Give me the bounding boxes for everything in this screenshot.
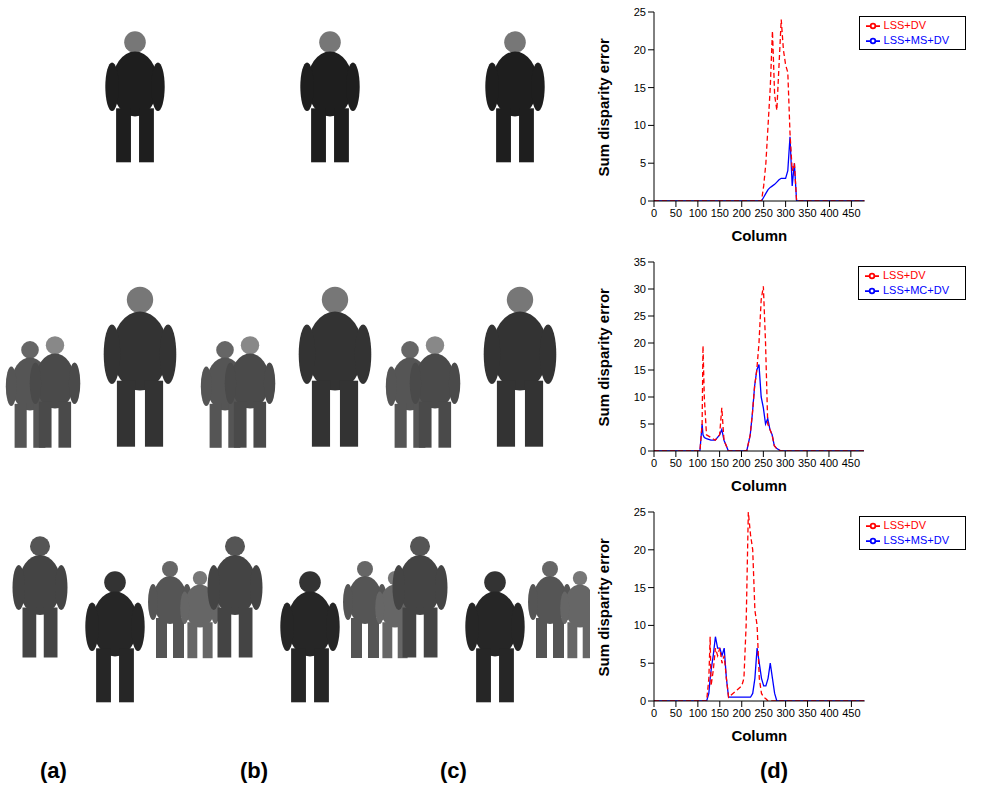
svg-text:400: 400 [820, 207, 838, 219]
svg-text:50: 50 [670, 457, 682, 469]
html-text:(a): (a) [40, 758, 67, 783]
svg-text:150: 150 [710, 457, 728, 469]
svg-text:15: 15 [634, 82, 646, 94]
svg-text:250: 250 [754, 457, 772, 469]
svg-text:300: 300 [776, 207, 794, 219]
svg-text:350: 350 [798, 457, 816, 469]
svg-text:0: 0 [640, 695, 646, 707]
html-text:LSS+DV: LSS+DV [883, 19, 927, 31]
html-text:(d): (d) [760, 758, 789, 783]
svg-text:10: 10 [634, 619, 646, 631]
svg-text:100: 100 [689, 457, 707, 469]
svg-text:300: 300 [776, 707, 794, 719]
svg-text:0: 0 [651, 207, 657, 219]
svg-text:350: 350 [798, 207, 816, 219]
svg-text:450: 450 [842, 207, 860, 219]
svg-text:0: 0 [651, 457, 657, 469]
svg-text:15: 15 [634, 582, 646, 594]
svg-text:Column: Column [731, 727, 787, 744]
svg-text:450: 450 [842, 457, 860, 469]
svg-text:Column: Column [731, 227, 787, 244]
svg-text:0: 0 [640, 195, 646, 207]
svg-text:15: 15 [634, 364, 646, 376]
svg-text:25: 25 [634, 6, 646, 18]
svg-text:0: 0 [651, 707, 657, 719]
svg-text:450: 450 [842, 707, 860, 719]
svg-text:Sum disparity error: Sum disparity error [595, 38, 612, 177]
html-text:LSS+MS+DV: LSS+MS+DV [883, 34, 949, 47]
svg-text:35: 35 [634, 256, 646, 268]
svg-text:10: 10 [634, 119, 646, 131]
svg-text:400: 400 [820, 457, 838, 469]
svg-text:Column: Column [731, 477, 787, 494]
svg-text:300: 300 [776, 457, 794, 469]
svg-text:20: 20 [634, 544, 646, 556]
svg-text:25: 25 [634, 506, 646, 518]
svg-text:25: 25 [634, 310, 646, 322]
svg-text:10: 10 [634, 391, 646, 403]
svg-text:5: 5 [640, 418, 646, 430]
html-text:LSS+MC+DV: LSS+MC+DV [883, 284, 949, 297]
svg-text:150: 150 [711, 707, 729, 719]
html-text:LSS+MS+DV: LSS+MS+DV [883, 534, 949, 547]
svg-text:250: 250 [754, 207, 772, 219]
html-text:LSS+DV: LSS+DV [883, 269, 926, 281]
svg-text:50: 50 [670, 707, 682, 719]
svg-text:350: 350 [798, 707, 816, 719]
svg-text:250: 250 [754, 707, 772, 719]
svg-text:5: 5 [640, 657, 646, 669]
html-text:LSS+DV: LSS+DV [883, 519, 927, 531]
svg-text:200: 200 [732, 457, 750, 469]
svg-text:400: 400 [820, 707, 838, 719]
html-text:(c): (c) [440, 758, 467, 783]
svg-text:20: 20 [634, 44, 646, 56]
svg-text:100: 100 [689, 207, 707, 219]
html-text:(b): (b) [240, 758, 269, 783]
svg-text:200: 200 [733, 707, 751, 719]
svg-text:200: 200 [733, 207, 751, 219]
svg-text:50: 50 [670, 207, 682, 219]
svg-text:100: 100 [689, 707, 707, 719]
svg-text:5: 5 [640, 157, 646, 169]
svg-text:20: 20 [634, 337, 646, 349]
svg-text:Sum disparity error: Sum disparity error [595, 538, 612, 677]
svg-text:30: 30 [634, 283, 646, 295]
svg-text:150: 150 [711, 207, 729, 219]
svg-text:0: 0 [640, 445, 646, 457]
svg-text:Sum disparity error: Sum disparity error [595, 288, 612, 427]
